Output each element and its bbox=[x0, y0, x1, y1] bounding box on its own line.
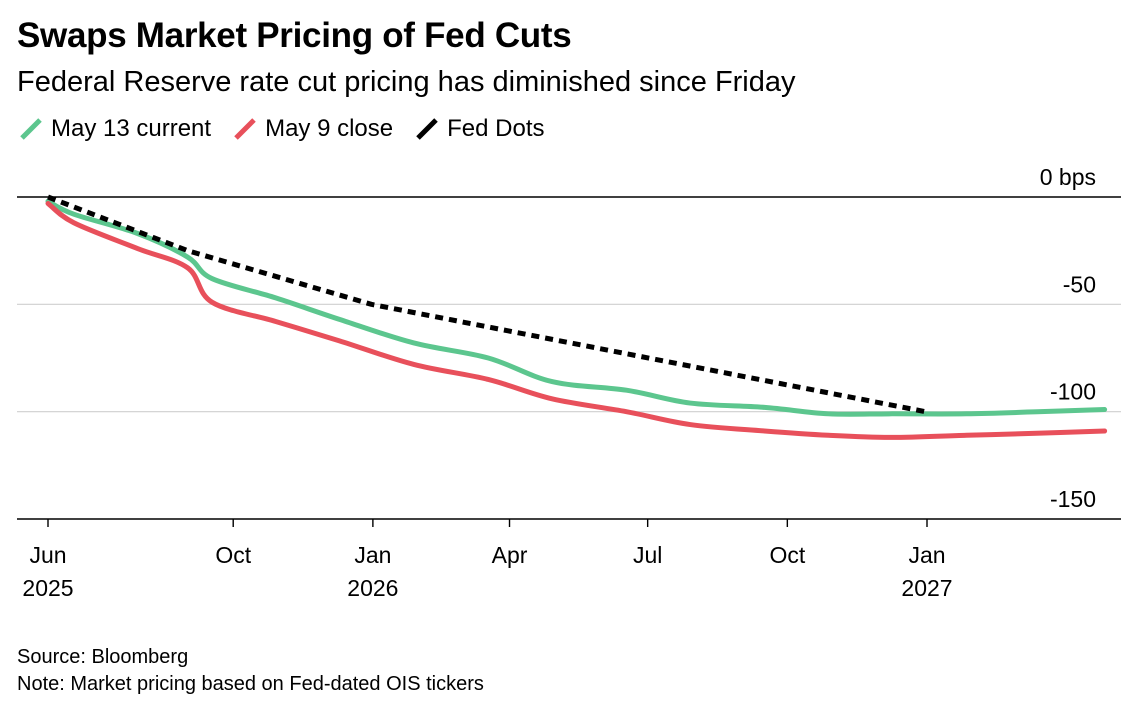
chart-title: Swaps Market Pricing of Fed Cuts bbox=[17, 16, 572, 55]
x-tick-label: 2025 bbox=[22, 575, 73, 601]
x-tick-label: Jul bbox=[633, 542, 662, 568]
legend-label: May 9 close bbox=[265, 115, 394, 142]
y-tick-label: 0 bps bbox=[1040, 164, 1096, 190]
y-tick-label: -50 bbox=[1063, 271, 1096, 297]
legend-item-previous: May 9 close bbox=[231, 115, 393, 143]
legend-item-current: May 13 current bbox=[17, 115, 211, 143]
slash-line-icon bbox=[20, 118, 42, 140]
legend-item-fed-dots: Fed Dots bbox=[413, 115, 545, 143]
x-tick-label: Jan bbox=[354, 542, 391, 568]
series-lines bbox=[45, 194, 1108, 440]
x-tick-label: 2027 bbox=[901, 575, 952, 601]
x-tick-label: Oct bbox=[215, 542, 251, 568]
y-tick-label: -150 bbox=[1050, 486, 1096, 512]
x-tick-label: Apr bbox=[492, 542, 528, 568]
slash-line-icon bbox=[234, 118, 256, 140]
legend-label: Fed Dots bbox=[447, 115, 545, 142]
series-line-may-13-current bbox=[45, 198, 1108, 417]
legend: May 13 current May 9 close Fed Dots bbox=[17, 113, 565, 145]
source-note: Source: Bloomberg bbox=[17, 646, 189, 668]
y-tick-label: -100 bbox=[1050, 379, 1096, 405]
x-tick-label: 2026 bbox=[347, 575, 398, 601]
x-axis: Jun 2025 Oct Jan 2026 Apr Jul Oct Jan 2027 bbox=[22, 519, 953, 601]
line-chart: Jun 2025 Oct Jan 2026 Apr Jul Oct Jan 2027 0 bps -… bbox=[17, 164, 1121, 601]
chart-subtitle: Federal Reserve rate cut pricing has dim… bbox=[17, 66, 796, 98]
x-tick-label: Jun bbox=[29, 542, 66, 568]
series-line-may-9-close bbox=[45, 200, 1108, 440]
series-line-fed-dots bbox=[47, 194, 926, 415]
legend-label: May 13 current bbox=[51, 115, 212, 142]
x-tick-label: Jan bbox=[908, 542, 945, 568]
y-axis-labels: 0 bps -50 -100 -150 bbox=[1040, 164, 1096, 512]
grid-lines bbox=[17, 196, 1121, 520]
slash-line-icon bbox=[416, 118, 438, 140]
x-tick-label: Oct bbox=[769, 542, 805, 568]
footnote: Note: Market pricing based on Fed-dated … bbox=[17, 673, 484, 695]
